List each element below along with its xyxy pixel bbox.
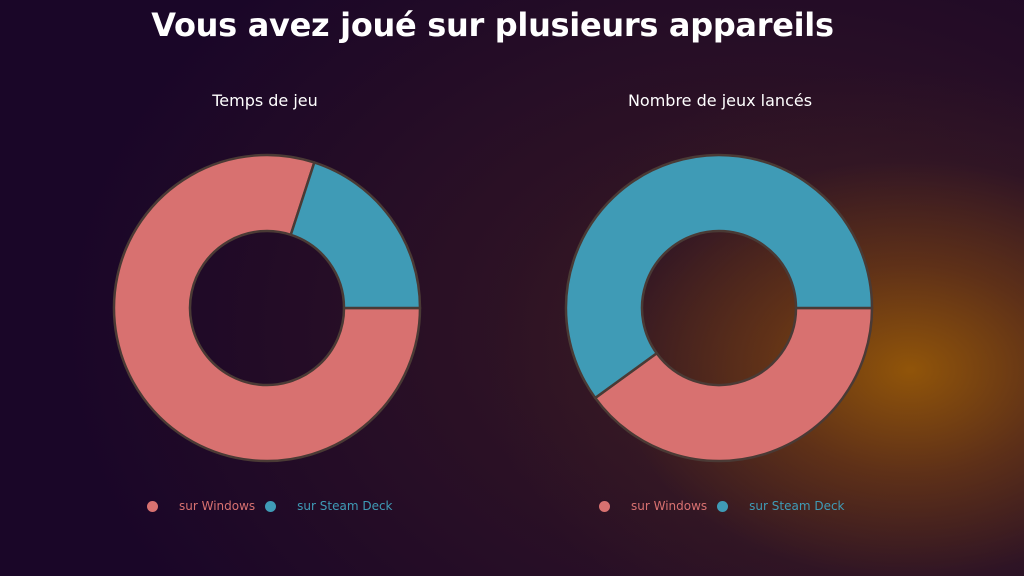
legend-games-launched: sur Windows sur Steam Deck — [599, 499, 855, 513]
legend-item-windows[interactable]: sur Windows — [147, 499, 265, 513]
chart-title-playtime: Temps de jeu — [212, 91, 318, 110]
page-title: Vous avez joué sur plusieurs appareils — [151, 6, 834, 44]
legend-label-steam-deck: sur Steam Deck — [749, 499, 845, 513]
donut-segment-windows[interactable] — [112, 153, 422, 463]
legend-item-steam-deck[interactable]: sur Steam Deck — [265, 499, 402, 513]
legend-playtime: sur Windows sur Steam Deck — [147, 499, 403, 513]
legend-label-windows: sur Windows — [179, 499, 256, 513]
legend-dot-steam-deck — [265, 500, 277, 512]
legend-item-windows[interactable]: sur Windows — [599, 499, 717, 513]
legend-dot-steam-deck — [717, 500, 729, 512]
legend-label-windows: sur Windows — [631, 499, 708, 513]
legend-dot-windows — [147, 500, 158, 512]
legend-item-steam-deck[interactable]: sur Steam Deck — [717, 499, 854, 513]
donut-segment-windows[interactable] — [593, 306, 874, 463]
donut-segment-steam-deck[interactable] — [289, 161, 422, 310]
chart-title-games-launched: Nombre de jeux lancés — [627, 91, 813, 110]
legend-label-steam-deck: sur Steam Deck — [297, 499, 393, 513]
donut-segment-steam-deck[interactable] — [564, 153, 874, 400]
legend-dot-windows — [599, 500, 610, 512]
